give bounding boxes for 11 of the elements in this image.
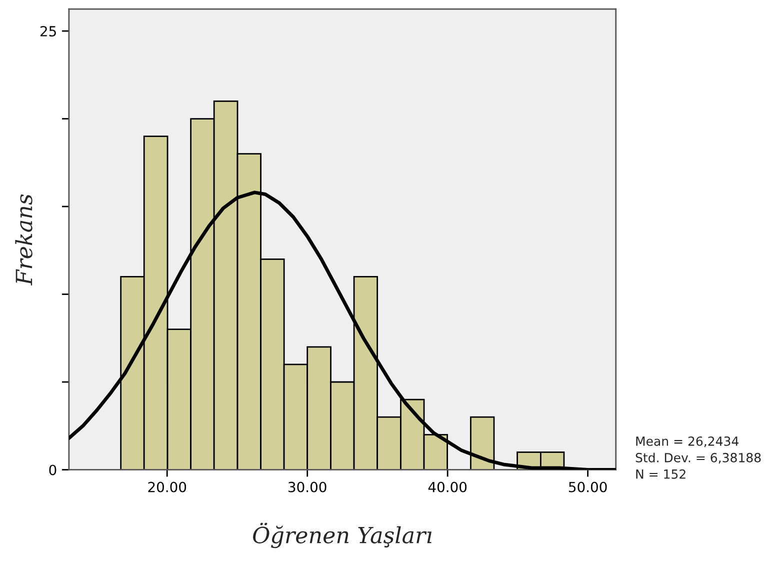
x-tick-label: 30.00 (288, 482, 326, 492)
y-axis-title: Frekans (15, 194, 32, 286)
y-tick-label: 25 (40, 26, 56, 36)
x-tick-label: 40.00 (428, 482, 467, 492)
y-tick-label: 0 (49, 464, 56, 476)
text: Std. Dev. = 6,38188 (636, 452, 761, 464)
x-axis-title: Öğrenen Yaşları (253, 522, 432, 548)
text: Mean = 26,2434 (636, 436, 738, 448)
x-tick-label: 20.00 (148, 482, 186, 492)
text: N = 152 (636, 469, 686, 479)
x-tick-label: 50.00 (569, 482, 607, 492)
